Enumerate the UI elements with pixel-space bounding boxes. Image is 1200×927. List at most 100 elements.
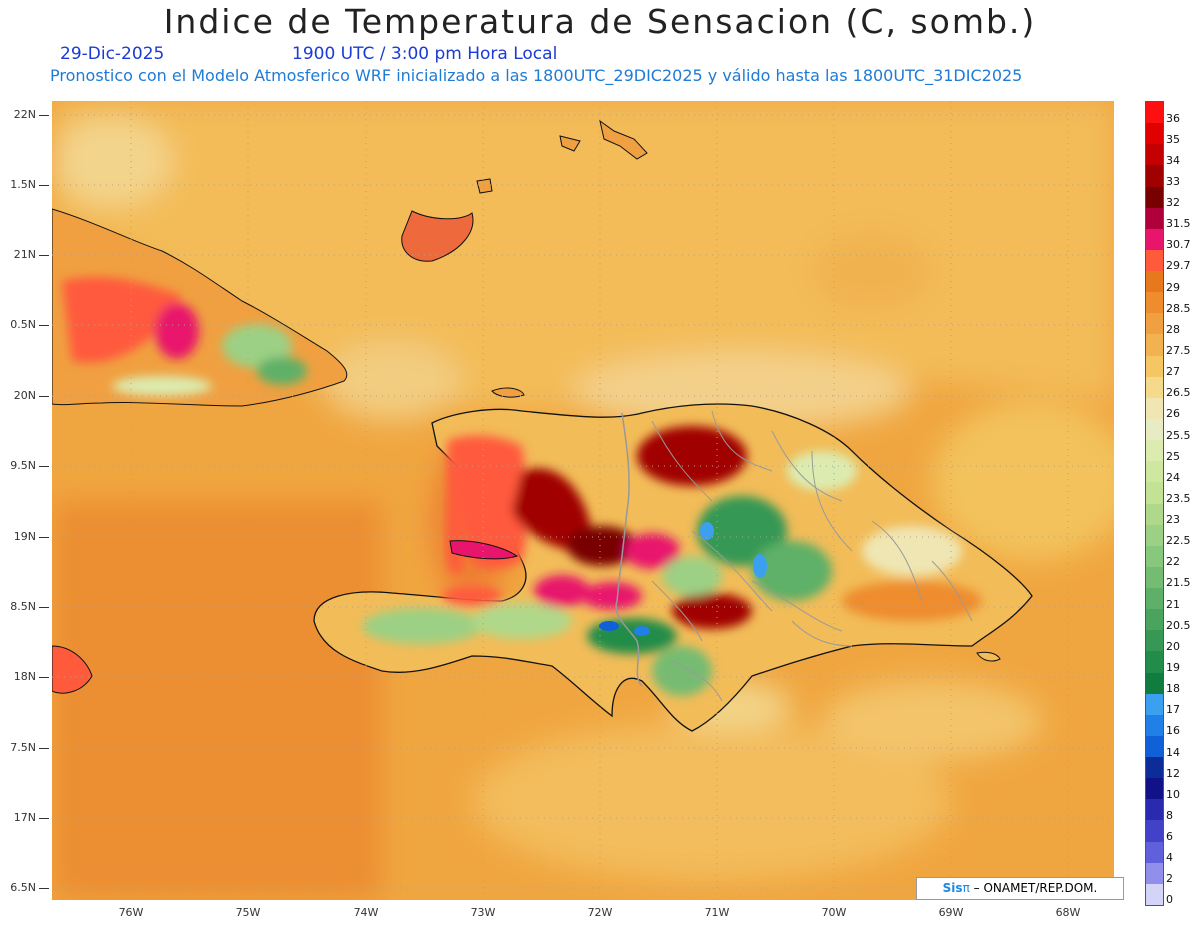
legend-swatch [1146, 123, 1163, 145]
lat-label: 20N [13, 389, 36, 402]
sispi-logo: Sis [942, 881, 963, 895]
legend-swatch [1146, 334, 1163, 357]
lat-label: 22N [13, 108, 36, 121]
lat-label: 1.5N [10, 178, 36, 191]
lat-label: 21N [13, 248, 36, 261]
legend-swatch [1146, 440, 1163, 462]
legend-swatch [1146, 672, 1163, 695]
legend-label: 18 [1166, 682, 1180, 696]
lon-label: 75W [235, 906, 261, 919]
legend-swatch [1146, 757, 1163, 779]
legend-swatch [1146, 249, 1163, 272]
lat-label: 8.5N [10, 600, 36, 613]
jamaica-land [52, 645, 93, 694]
legend-label: 4 [1166, 851, 1173, 865]
legend-swatch [1146, 355, 1163, 378]
legend-swatch [1146, 545, 1163, 568]
sea-heat-pattern [52, 101, 1114, 900]
forecast-description: Pronostico con el Modelo Atmosferico WRF… [50, 66, 1023, 85]
credit-box: Sisπ – ONAMET/REP.DOM. [916, 877, 1124, 900]
legend-label: 34 [1166, 153, 1180, 167]
legend-label: 29.7 [1166, 259, 1191, 273]
legend-swatch [1146, 883, 1163, 906]
legend-label: 10 [1166, 787, 1180, 801]
legend-swatch [1146, 313, 1163, 335]
province-borders [651, 410, 973, 702]
legend-swatch [1146, 524, 1163, 547]
lat-label: 19N [13, 530, 36, 543]
legend-swatch [1146, 714, 1163, 737]
great-inagua-island [401, 210, 474, 262]
saona-island [976, 651, 1001, 662]
legend-swatch [1146, 418, 1163, 441]
lake-enriquillo [634, 626, 650, 636]
lon-label: 70W [821, 906, 847, 919]
legend-swatch [1146, 102, 1163, 124]
legend-swatch [1146, 778, 1163, 800]
legend-label: 23.5 [1166, 491, 1191, 505]
legend-label: 30.7 [1166, 238, 1191, 252]
legend-label: 6 [1166, 830, 1173, 844]
legend-label: 35 [1166, 132, 1180, 146]
legend-label: 12 [1166, 766, 1180, 780]
legend-label: 19 [1166, 660, 1180, 674]
legend-swatch [1146, 461, 1163, 483]
legend-label: 16 [1166, 724, 1180, 738]
legend-swatch [1146, 397, 1163, 420]
legend-label: 25 [1166, 449, 1180, 463]
legend-label: 27 [1166, 365, 1180, 379]
legend-label: 21 [1166, 597, 1180, 611]
legend-swatch [1146, 862, 1163, 885]
legend-label: 28.5 [1166, 301, 1191, 315]
lon-label: 72W [587, 906, 613, 919]
legend-swatch [1146, 207, 1163, 230]
legend-label: 33 [1166, 174, 1180, 188]
credit-text: – ONAMET/REP.DOM. [973, 881, 1098, 895]
sispi-logo-pi: π [962, 881, 970, 895]
legend-swatch [1146, 482, 1163, 504]
legend-label: 2 [1166, 872, 1173, 886]
legend-swatch [1146, 186, 1163, 209]
legend-label: 31.5 [1166, 217, 1191, 231]
legend-label: 25.5 [1166, 428, 1191, 442]
lon-label: 68W [1055, 906, 1081, 919]
legend-swatch [1146, 588, 1163, 610]
legend-label: 22.5 [1166, 534, 1191, 548]
color-scale-legend [1145, 101, 1164, 906]
lake-azuei [599, 621, 619, 631]
legend-swatch [1146, 271, 1163, 293]
lon-label: 71W [704, 906, 730, 919]
lon-label: 73W [470, 906, 496, 919]
legend-label: 20 [1166, 639, 1180, 653]
legend-label: 17 [1166, 703, 1180, 717]
legend-swatch [1146, 566, 1163, 589]
legend-swatch [1146, 651, 1163, 674]
legend-swatch [1146, 693, 1163, 716]
heat-index-map [52, 101, 1114, 900]
legend-swatch [1146, 841, 1163, 864]
legend-swatch [1146, 735, 1163, 758]
legend-swatch [1146, 630, 1163, 652]
lon-label: 74W [353, 906, 379, 919]
legend-label: 14 [1166, 745, 1180, 759]
lat-label: 6.5N [10, 881, 36, 894]
legend-swatch [1146, 799, 1163, 821]
legend-label: 0 [1166, 893, 1173, 907]
legend-label: 23 [1166, 513, 1180, 527]
lon-label: 69W [938, 906, 964, 919]
lat-label: 0.5N [10, 318, 36, 331]
legend-swatch [1146, 376, 1163, 399]
lon-label: 76W [118, 906, 144, 919]
legend-swatch [1146, 503, 1163, 526]
lat-label: 9.5N [10, 459, 36, 472]
legend-swatch [1146, 165, 1163, 188]
legend-label: 29 [1166, 280, 1180, 294]
lat-label: 17N [13, 811, 36, 824]
forecast-date: 29-Dic-2025 [60, 44, 165, 64]
legend-label: 8 [1166, 808, 1173, 822]
legend-swatch [1146, 609, 1163, 631]
lat-label: 7.5N [10, 741, 36, 754]
legend-label: 36 [1166, 111, 1180, 125]
legend-label: 26 [1166, 407, 1180, 421]
legend-label: 32 [1166, 196, 1180, 210]
